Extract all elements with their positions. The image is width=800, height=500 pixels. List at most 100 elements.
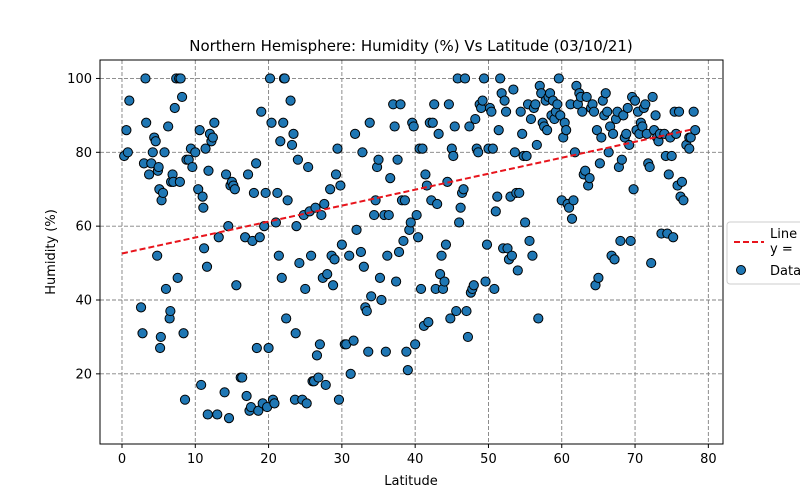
x-tick-label: 60 xyxy=(553,452,570,467)
x-tick-label: 50 xyxy=(480,452,497,467)
data-point xyxy=(577,106,588,117)
data-point xyxy=(676,176,688,187)
data-point xyxy=(517,128,528,139)
legend-data-label: Data xyxy=(770,264,800,279)
data-point xyxy=(495,73,506,84)
data-point xyxy=(344,250,355,261)
data-point xyxy=(351,224,362,235)
data-point xyxy=(581,91,592,103)
data-point xyxy=(242,169,254,180)
data-point xyxy=(609,254,620,265)
data-point xyxy=(640,99,651,110)
data-point xyxy=(254,232,265,243)
data-points xyxy=(119,73,701,424)
data-point xyxy=(203,165,214,176)
data-point xyxy=(382,250,393,261)
data-point xyxy=(231,280,242,291)
data-point xyxy=(487,143,498,154)
data-point xyxy=(514,187,525,199)
data-point xyxy=(533,313,544,324)
data-point xyxy=(292,154,303,165)
data-point xyxy=(322,269,333,280)
data-point xyxy=(279,73,290,84)
data-point xyxy=(499,95,510,106)
data-point xyxy=(644,161,655,173)
data-point xyxy=(553,73,564,84)
data-point xyxy=(663,169,674,180)
data-point xyxy=(147,147,158,158)
y-tick-label: 20 xyxy=(75,367,92,382)
data-point xyxy=(194,125,205,136)
data-point xyxy=(294,257,305,269)
data-point xyxy=(393,246,405,258)
data-point xyxy=(150,136,161,147)
data-point xyxy=(290,328,301,339)
data-point xyxy=(603,147,614,158)
x-axis-ticks: 0 10 20 30 40 50 60 70 80 xyxy=(118,444,717,467)
x-tick-label: 80 xyxy=(700,452,717,467)
data-point xyxy=(159,147,170,158)
data-point xyxy=(415,283,427,295)
data-point xyxy=(568,195,579,206)
data-point xyxy=(616,154,627,165)
data-point xyxy=(201,261,213,272)
x-tick-label: 30 xyxy=(334,452,351,467)
data-point xyxy=(473,147,484,158)
data-point xyxy=(412,232,424,243)
data-point xyxy=(348,335,359,346)
data-point xyxy=(124,95,135,106)
data-point xyxy=(481,239,493,250)
data-point xyxy=(251,342,262,354)
data-point xyxy=(673,106,685,117)
data-point xyxy=(198,202,209,213)
data-point xyxy=(398,235,409,247)
legend: Line y = Data xyxy=(726,221,800,285)
data-point xyxy=(530,99,541,110)
data-point xyxy=(153,161,164,173)
data-point xyxy=(313,372,324,383)
legend-data-swatch xyxy=(736,265,746,275)
data-point xyxy=(489,283,500,295)
y-axis-ticks: 20 40 60 80 100 xyxy=(67,72,100,382)
data-point xyxy=(316,209,327,221)
y-axis-label: Humidity (%) xyxy=(44,209,59,295)
data-point xyxy=(251,158,262,169)
data-point xyxy=(454,217,465,228)
data-point xyxy=(637,121,648,132)
data-point xyxy=(256,106,267,117)
data-point xyxy=(207,132,218,143)
data-point xyxy=(470,113,481,125)
data-point xyxy=(392,154,403,165)
data-point xyxy=(288,128,299,139)
data-point xyxy=(178,328,189,339)
data-point xyxy=(490,206,501,217)
data-point xyxy=(263,342,274,354)
data-point xyxy=(155,331,166,343)
data-point xyxy=(591,125,603,136)
data-point xyxy=(363,346,374,357)
data-point xyxy=(434,269,446,280)
data-point xyxy=(420,169,431,180)
x-tick-label: 40 xyxy=(407,452,424,467)
data-point xyxy=(282,195,293,206)
data-point xyxy=(213,232,224,243)
data-point xyxy=(429,99,440,110)
data-point xyxy=(212,409,223,420)
data-point xyxy=(385,173,396,184)
data-point xyxy=(531,139,542,151)
data-point xyxy=(600,88,611,99)
data-point xyxy=(330,169,342,180)
data-point xyxy=(286,139,298,151)
data-point xyxy=(266,117,277,128)
data-point xyxy=(500,106,512,117)
data-point xyxy=(281,313,292,324)
data-point xyxy=(448,150,459,162)
data-point xyxy=(555,110,566,121)
data-point xyxy=(584,173,595,184)
data-point xyxy=(364,117,375,128)
data-point xyxy=(561,125,572,136)
chart-title: Northern Hemisphere: Humidity (%) Vs Lat… xyxy=(189,37,633,55)
data-point xyxy=(237,372,248,383)
data-point xyxy=(253,405,264,416)
legend-equation-label: y = xyxy=(770,242,793,257)
